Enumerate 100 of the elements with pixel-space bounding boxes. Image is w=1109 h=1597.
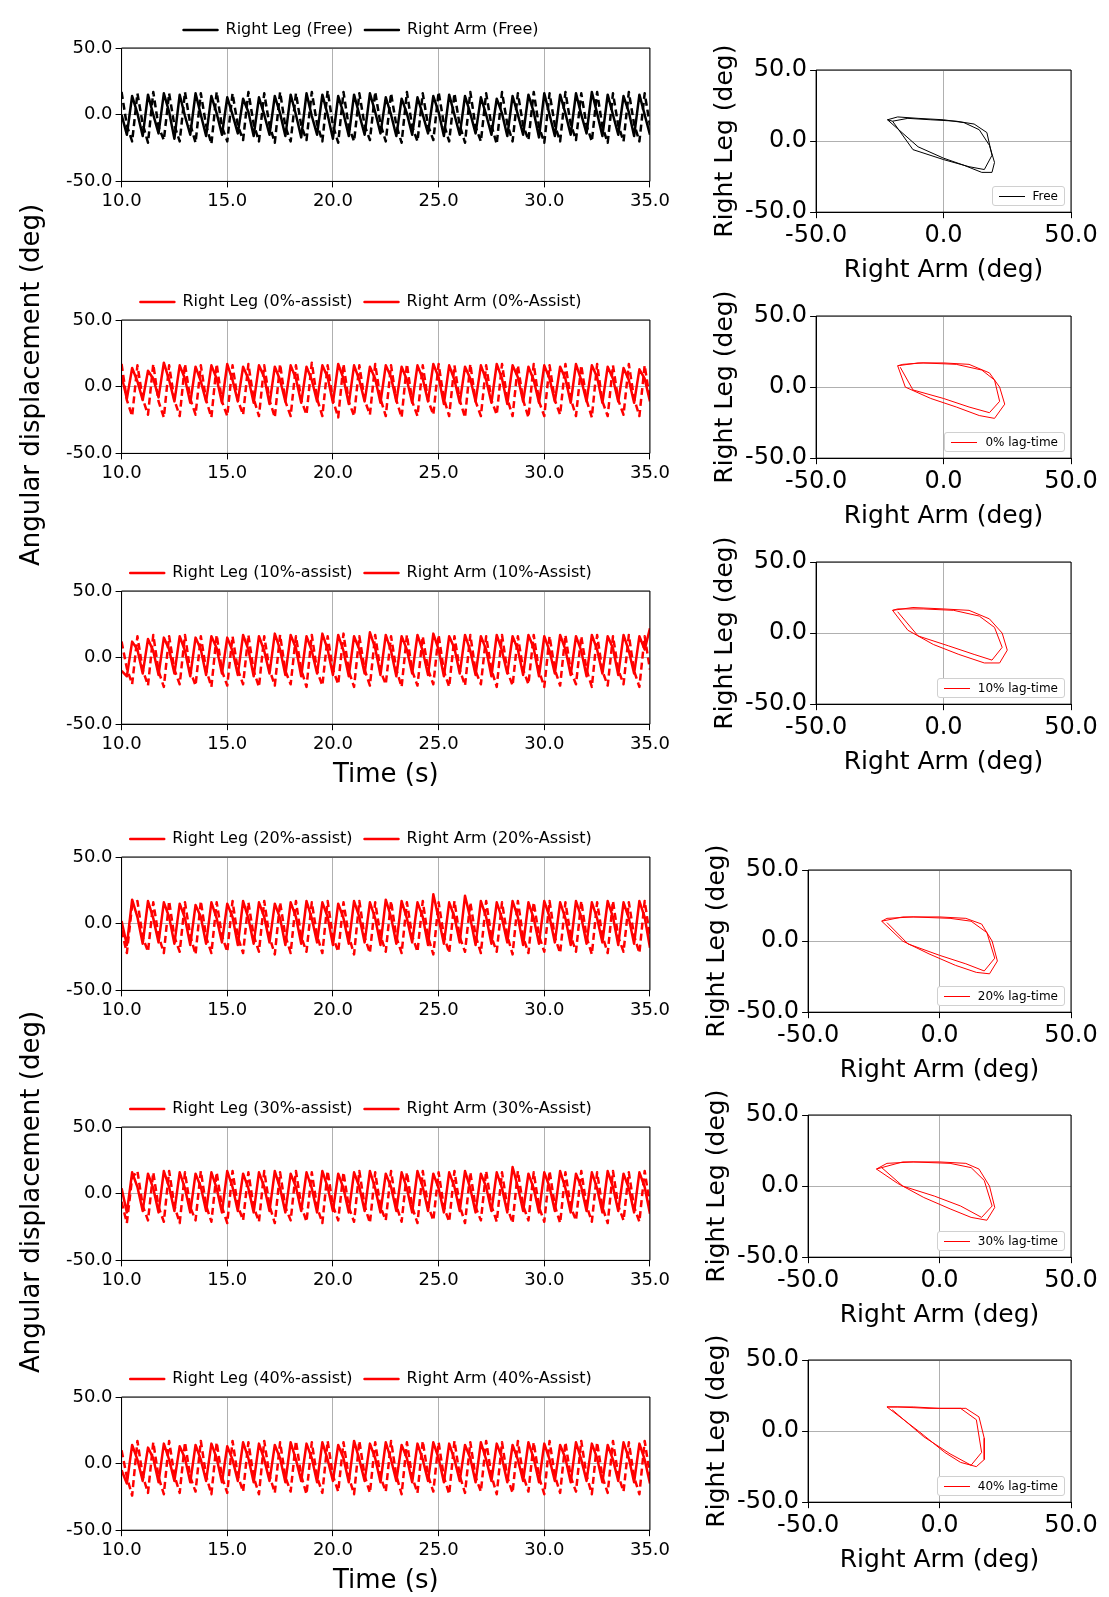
y-tick-label: -50.0 [66,169,113,191]
y-tick-label: -50.0 [66,978,113,1000]
legend-label: Right Arm (0%-Assist) [406,291,582,311]
legend-label: 10% lag-time [977,681,1058,696]
y-tick-label: -50.0 [66,1248,113,1270]
y-tick-label: -50.0 [736,1241,800,1270]
line-series [121,1439,650,1497]
x-tick-label: 25.0 [418,460,459,482]
y-tick-label: 50.0 [745,1344,800,1373]
legend-label: 40% lag-time [977,1479,1058,1494]
legend-label: Right Arm (20%-Assist) [406,828,592,848]
x-axis-title: Right Arm (deg) [839,1298,1040,1328]
x-axis-title: Right Arm (deg) [839,1543,1040,1573]
legend-label: Right Leg (20%-assist) [172,828,353,848]
x-tick-label: 50.0 [1044,1509,1098,1538]
y-tick-label: 50.0 [72,1384,113,1406]
y-tick-label: 0.0 [760,1415,800,1444]
y-axis-title: Angular displacement (deg) [15,1010,45,1373]
x-tick-label: 10.0 [101,460,142,482]
legend-label: Right Arm (40%-Assist) [406,1368,592,1388]
legend-label: Free [1032,189,1058,204]
legend-label: 0% lag-time [985,435,1058,450]
x-tick-label: 15.0 [207,188,248,210]
x-tick-label: 30.0 [524,1537,565,1559]
y-axis-title: Right Leg (deg) [708,290,738,484]
y-tick-label: 0.0 [83,102,113,124]
x-tick-label: 50.0 [1044,1019,1098,1048]
x-tick-label: 15.0 [207,997,248,1019]
y-tick-label: 0.0 [83,1181,113,1203]
x-tick-label: 10.0 [101,731,142,753]
legend-label: Right Leg (30%-assist) [172,1098,353,1118]
x-tick-label: 0.0 [924,711,963,740]
x-tick-label: 30.0 [524,997,565,1019]
x-tick-label: 35.0 [629,1537,670,1559]
y-tick-label: 0.0 [83,911,113,933]
y-axis-title: Right Leg (deg) [700,844,730,1038]
x-tick-label: 20.0 [312,460,353,482]
x-tick-label: 50.0 [1044,219,1098,248]
y-tick-label: 0.0 [83,1451,113,1473]
x-tick-label: 25.0 [418,1267,459,1289]
y-axis-title: Angular displacement (deg) [15,203,45,566]
x-axis-title: Time (s) [331,758,439,789]
x-axis-title: Right Arm (deg) [839,1053,1040,1083]
x-tick-label: 10.0 [101,1267,142,1289]
y-tick-label: 50.0 [753,54,808,83]
y-tick-label: 50.0 [753,546,808,575]
x-axis-title: Right Arm (deg) [843,253,1044,283]
x-tick-label: 30.0 [524,460,565,482]
x-tick-label: 30.0 [524,188,565,210]
y-axis-title: Right Leg (deg) [708,536,738,730]
x-tick-label: 0.0 [924,219,963,248]
y-tick-label: 0.0 [768,125,808,154]
y-tick-label: 0.0 [768,371,808,400]
x-tick-label: 10.0 [101,997,142,1019]
y-tick-label: -50.0 [744,688,808,717]
x-axis-title: Right Arm (deg) [843,499,1044,529]
legend-label: Right Leg (0%-assist) [182,291,353,311]
y-axis-title: Right Leg (deg) [708,44,738,238]
y-tick-label: 0.0 [760,1170,800,1199]
x-tick-label: 25.0 [418,731,459,753]
y-axis-title: Right Leg (deg) [700,1334,730,1528]
line-series [121,1169,650,1225]
x-tick-label: 35.0 [629,1267,670,1289]
y-tick-label: 0.0 [83,374,113,396]
x-tick-label: 50.0 [1044,465,1098,494]
legend-label: Right Arm (30%-Assist) [406,1098,592,1118]
x-tick-label: 25.0 [418,1537,459,1559]
x-tick-label: 0.0 [924,465,963,494]
x-tick-label: 20.0 [312,997,353,1019]
x-tick-label: 35.0 [629,188,670,210]
legend-label: Right Arm (10%-Assist) [406,562,592,582]
y-tick-label: 50.0 [753,300,808,329]
y-tick-label: -50.0 [66,441,113,463]
x-tick-label: 10.0 [101,188,142,210]
x-tick-label: 20.0 [312,731,353,753]
y-tick-label: 50.0 [72,1114,113,1136]
line-series [121,632,650,689]
y-tick-label: 50.0 [72,307,113,329]
x-tick-label: 35.0 [629,460,670,482]
x-tick-label: 0.0 [920,1019,959,1048]
legend-label: 20% lag-time [977,989,1058,1004]
x-tick-label: 30.0 [524,1267,565,1289]
legend-label: Right Leg (Free) [225,19,353,39]
x-tick-label: 10.0 [101,1537,142,1559]
legend-label: Right Leg (40%-assist) [172,1368,353,1388]
x-tick-label: 25.0 [418,997,459,1019]
x-axis-title: Right Arm (deg) [843,745,1044,775]
x-tick-label: 30.0 [524,731,565,753]
x-tick-label: 20.0 [312,1537,353,1559]
x-tick-label: 35.0 [629,997,670,1019]
y-tick-label: 50.0 [745,854,800,883]
x-tick-label: 15.0 [207,1537,248,1559]
y-tick-label: 50.0 [72,844,113,866]
x-tick-label: 50.0 [1044,1264,1098,1293]
x-tick-label: 20.0 [312,188,353,210]
y-tick-label: 50.0 [72,578,113,600]
x-tick-label: 20.0 [312,1267,353,1289]
x-tick-label: 0.0 [920,1264,959,1293]
y-tick-label: -50.0 [736,1486,800,1515]
y-tick-label: 0.0 [760,925,800,954]
